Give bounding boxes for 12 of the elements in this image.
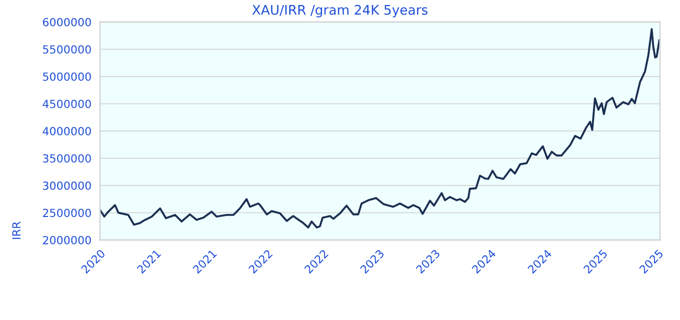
chart-title: XAU/IRR /gram 24K 5years [252,4,428,18]
y-axis-title: IRR [12,222,20,239]
y-tick-label: 3500000 [43,154,91,163]
y-tick-label: 4500000 [42,100,91,108]
line-series [100,28,660,228]
y-tick-label: 2500000 [42,208,91,218]
y-tick-label: 5500000 [43,45,91,54]
y-tick-label: 6000000 [42,18,91,26]
y-tick-label: 3000000 [43,181,91,190]
y-tick-label: 2000000 [42,236,91,244]
y-tick-label: 4000000 [42,126,91,136]
y-tick-label: 5000000 [43,72,91,81]
